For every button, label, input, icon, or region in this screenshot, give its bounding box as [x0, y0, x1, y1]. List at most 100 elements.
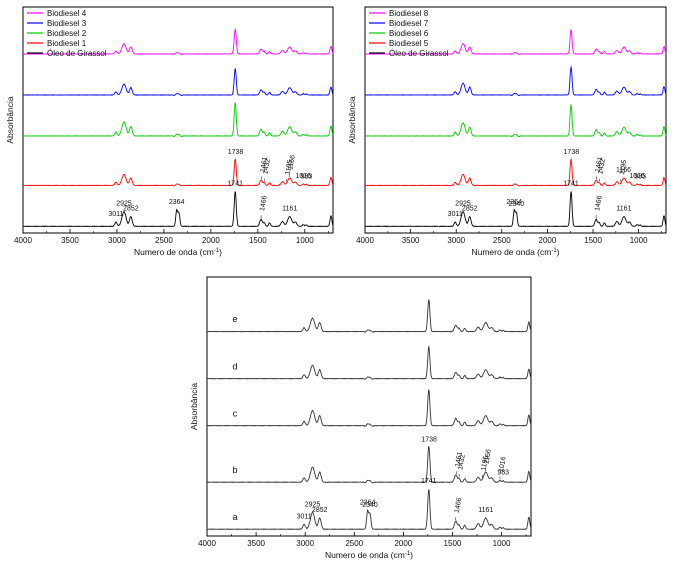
series-line-b — [206, 446, 532, 484]
x-tick-label: 4000 — [356, 236, 374, 245]
annotation-label: 1461 — [260, 156, 270, 173]
annotation-label: 1161 — [478, 507, 493, 514]
x-tick-label: 4000 — [198, 539, 216, 548]
annotation-label: 2852 — [312, 507, 328, 514]
panel-label: b — [232, 465, 237, 475]
annotation-label: 2925 — [305, 501, 321, 508]
legend-entry: Óleo de Girassol — [47, 49, 107, 58]
annotation-label: 1016 — [498, 456, 508, 473]
annotation-label: 1195 — [285, 159, 295, 175]
x-axis-label-end: ) — [557, 247, 560, 257]
legend-entry: Biodiesel 5 — [389, 39, 429, 48]
annotation-label: 1738 — [564, 149, 580, 156]
series-line-biodiesel-6 — [364, 104, 667, 137]
chart-top-right: 4000 3500 3000 2500 2000 1500 1000 Numero de on… — [347, 6, 667, 257]
legend-entry: Biodiesel 2 — [47, 29, 87, 38]
x-axis-label: Numero de onda (cm-1) — [134, 247, 222, 257]
annotation-label: 1016 — [629, 173, 645, 180]
panel-label: a — [232, 512, 237, 522]
legend-entry: Biodiesel 6 — [389, 29, 429, 38]
annotation-label: 1016 — [296, 173, 312, 180]
x-axis-label-text: Numero de onda (cm — [325, 550, 405, 560]
x-axis-label-sup: -1 — [214, 248, 220, 254]
annotation-label: 1738 — [228, 149, 244, 156]
x-tick-label: 2500 — [345, 539, 363, 548]
series-line-biodiesel-7 — [365, 65, 667, 96]
panel-label: e — [232, 314, 237, 324]
annotation-label: 1741 — [421, 478, 437, 485]
annotation-label: 983 — [301, 173, 313, 180]
annotation-label: 2925 — [455, 201, 471, 208]
x-axis-label-end: ) — [219, 247, 222, 257]
annotation-label: 1466 — [259, 195, 269, 212]
annotation-label: 1161 — [616, 206, 631, 213]
plot-frame — [364, 6, 667, 234]
annotation-label: 1466 — [454, 497, 464, 514]
annotation-label: 1432 — [262, 158, 272, 175]
annotation-label: 1432 — [457, 454, 467, 471]
annotation-label: 983 — [497, 470, 509, 477]
series-line-biodiesel-5 — [364, 157, 667, 187]
x-tick-label: 3500 — [247, 539, 265, 548]
series-line-d — [206, 345, 532, 380]
x-tick-label: 1500 — [444, 539, 462, 548]
x-tick-label: 1500 — [249, 236, 267, 245]
x-tick-label: 2000 — [539, 236, 557, 245]
legend-entry: Biodiesel 3 — [47, 19, 87, 28]
x-tick-label: 1000 — [296, 236, 314, 245]
legend-entry: Biodiesel 8 — [389, 9, 429, 18]
x-tick-label: 2000 — [202, 236, 220, 245]
y-axis-label: Absorbância — [347, 96, 357, 144]
series-line-a — [207, 489, 532, 531]
annotation-label: 1738 — [421, 436, 437, 443]
annotation-label: 1195 — [619, 159, 629, 175]
annotation-label: 2852 — [462, 205, 478, 212]
annotation-label: 2925 — [116, 201, 132, 208]
plot-frame — [206, 276, 532, 537]
x-tick-label: 1500 — [584, 236, 602, 245]
annotation-label: 2340 — [362, 502, 378, 509]
annotation-label: 1166 — [483, 449, 493, 465]
series-line-e — [206, 299, 532, 333]
series-line-biodiesel-3 — [22, 67, 334, 96]
annotation-label: 1166 — [287, 154, 297, 170]
y-axis-label: Absorbância — [189, 383, 199, 431]
annotation-label: 2364 — [169, 199, 185, 206]
annotation-label: 1461 — [454, 451, 464, 468]
x-tick-label: 3000 — [296, 539, 314, 548]
annotation-label: 1166 — [616, 167, 631, 174]
series-line-biodiesel-2 — [22, 102, 334, 137]
series-line--leo-de-girassol — [365, 191, 667, 228]
panel-label: c — [233, 408, 238, 418]
series-line-biodiesel-1 — [22, 157, 334, 187]
annotation-label: 2364 — [506, 199, 522, 206]
annotation-label: 1741 — [563, 180, 579, 187]
x-tick-label: 2500 — [493, 236, 511, 245]
annotation-label: 1741 — [227, 180, 243, 187]
x-axis-label: Numero de onda (cm-1) — [471, 247, 559, 257]
legend-entry: Biodiesel 4 — [47, 9, 87, 18]
annotation-label: 2852 — [123, 205, 139, 212]
x-axis-label-text: Numero de onda (cm — [471, 247, 551, 257]
annotation-label: 3011 — [297, 513, 312, 520]
annotation-label: 1161 — [282, 206, 297, 213]
x-tick-label: 2500 — [155, 236, 173, 245]
annotation-label: 983 — [634, 173, 646, 180]
x-tick-label: 3500 — [402, 236, 420, 245]
chart-bottom: 4000 3500 3000 2500 2000 1500 1000 Numero de on… — [189, 276, 532, 560]
series-line-biodiesel-8 — [364, 29, 667, 55]
series-line-c — [206, 389, 532, 427]
x-axis-label-sup: -1 — [405, 551, 411, 557]
x-axis-label-sup: -1 — [551, 248, 557, 254]
plot-frame — [22, 6, 334, 234]
legend-entry: Biodiesel 7 — [389, 19, 429, 28]
x-tick-label: 1000 — [630, 236, 648, 245]
series-line--leo-de-girassol — [23, 191, 334, 228]
x-axis-label-text: Numero de onda (cm — [134, 247, 214, 257]
x-tick-label: 2000 — [394, 539, 412, 548]
series-line-biodiesel-4 — [22, 27, 334, 55]
chart-top-left: 4000 3500 3000 2500 2000 1500 1000 Numero de on… — [5, 6, 334, 257]
annotation-label: 3011 — [448, 211, 463, 218]
x-tick-label: 3500 — [61, 236, 79, 245]
y-axis-label: Absorbância — [5, 96, 15, 144]
